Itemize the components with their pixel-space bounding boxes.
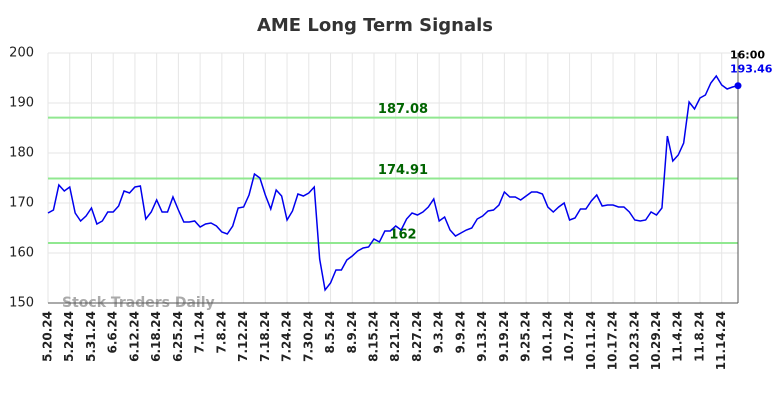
x-tick-label: 7.8.24 (214, 311, 228, 354)
x-tick-label: 9.13.24 (475, 311, 489, 362)
x-tick-label: 9.19.24 (497, 311, 511, 362)
y-tick-label: 180 (9, 146, 34, 161)
x-tick-label: 8.9.24 (345, 311, 359, 354)
level-label: 174.91 (378, 163, 428, 178)
x-tick-label: 7.18.24 (258, 311, 272, 362)
x-tick-label: 9.25.24 (519, 311, 533, 362)
x-tick-label: 6.12.24 (127, 311, 141, 362)
x-tick-label: 7.1.24 (193, 311, 207, 354)
x-tick-label: 5.31.24 (84, 311, 98, 362)
x-tick-label: 5.20.24 (41, 311, 55, 362)
x-tick-label: 11.4.24 (671, 311, 685, 362)
y-tick-label: 190 (9, 96, 34, 111)
x-tick-label: 9.3.24 (432, 311, 446, 354)
x-tick-label: 8.15.24 (366, 311, 380, 362)
x-tick-label: 8.21.24 (388, 311, 402, 362)
x-tick-label: 10.7.24 (562, 311, 576, 362)
y-tick-label: 200 (9, 46, 34, 61)
x-tick-label: 10.23.24 (627, 311, 641, 370)
x-tick-label: 10.1.24 (540, 311, 554, 362)
x-tick-label: 8.5.24 (323, 311, 337, 354)
x-tick-label: 6.25.24 (171, 311, 185, 362)
last-value: 193.46 (730, 63, 773, 76)
y-tick-label: 170 (9, 196, 34, 211)
x-tick-label: 11.8.24 (692, 311, 706, 362)
last-point (734, 82, 742, 90)
x-tick-label: 8.27.24 (410, 311, 424, 362)
chart-title: AME Long Term Signals (257, 15, 493, 36)
x-tick-label: 6.6.24 (106, 311, 120, 354)
x-tick-label: 9.9.24 (453, 311, 467, 354)
x-tick-label: 7.24.24 (280, 311, 294, 362)
x-tick-label: 10.29.24 (649, 311, 663, 370)
x-tick-label: 6.18.24 (149, 311, 163, 362)
y-tick-label: 150 (9, 296, 34, 311)
x-tick-label: 11.14.24 (714, 311, 728, 370)
level-label: 162 (389, 228, 416, 243)
y-tick-label: 160 (9, 246, 34, 261)
level-label: 187.08 (378, 102, 428, 117)
x-tick-label: 7.12.24 (236, 311, 250, 362)
x-tick-label: 7.30.24 (301, 311, 315, 362)
x-tick-label: 10.17.24 (606, 311, 620, 370)
x-tick-label: 5.24.24 (62, 311, 76, 362)
last-time: 16:00 (730, 49, 765, 62)
price-line (47, 74, 739, 292)
x-tick-label: 10.11.24 (584, 311, 598, 370)
